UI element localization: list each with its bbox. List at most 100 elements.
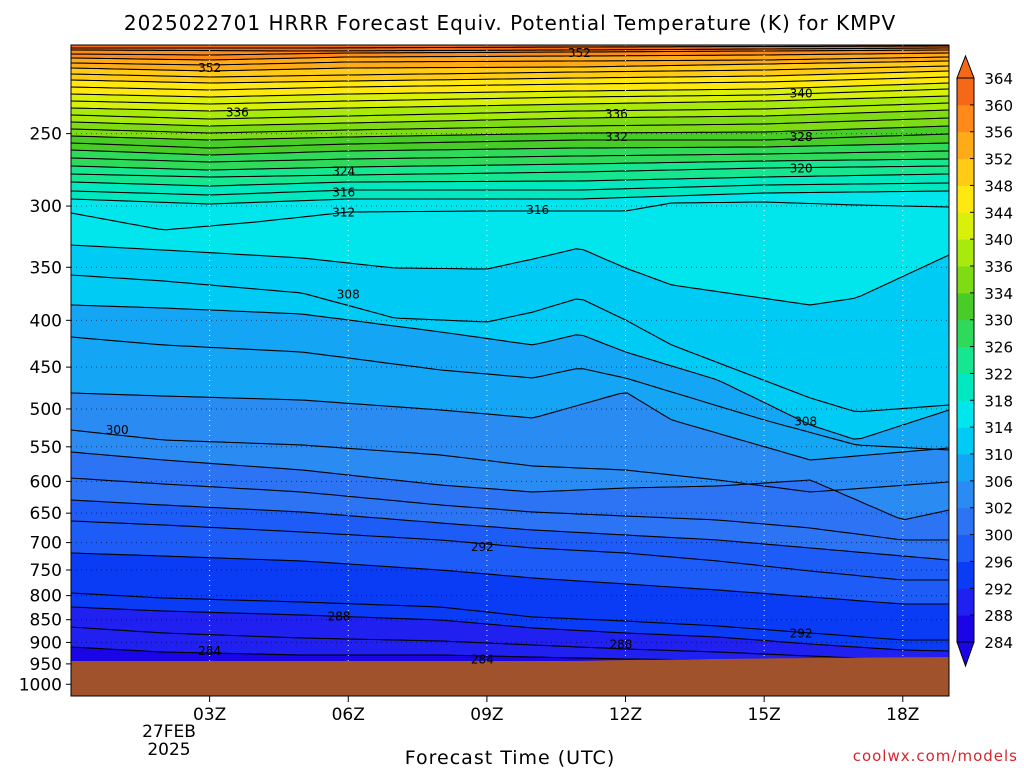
- contour-label: 300: [106, 423, 129, 437]
- y-tick-label: 250: [30, 125, 62, 145]
- colorbar-tick-label: 348: [984, 177, 1013, 195]
- y-tick-label: 500: [30, 400, 62, 420]
- contour-label: 324: [332, 164, 355, 178]
- isentrope-line: [71, 606, 949, 652]
- colorbar-labels: 284 288 292 296 300 302 306 310 314 318 322 326 330 3…: [970, 70, 1013, 652]
- contour-label: 316: [526, 203, 549, 217]
- colorbar-segment: [957, 292, 974, 321]
- isentrope-line: [71, 49, 949, 56]
- y-tick-label: 550: [30, 438, 62, 458]
- colorbar-segment: [957, 78, 974, 106]
- colorbar-tick-label: 356: [984, 124, 1013, 142]
- contour-label: 336: [226, 105, 249, 119]
- isentrope-line: [71, 592, 949, 641]
- colorbar-segment: [957, 454, 974, 482]
- colorbar-segment: [957, 427, 974, 455]
- x-tick-label: 06Z: [332, 705, 365, 725]
- contour-lines: [71, 45, 949, 662]
- contour-label: 292: [790, 626, 813, 640]
- colorbar-segment: [957, 212, 974, 240]
- y-tick-label: 900: [30, 633, 62, 653]
- y-tick-label: 1000: [19, 675, 62, 695]
- colorbar-tick-label: 284: [984, 634, 1013, 652]
- colorbar-tick-label: 336: [984, 258, 1013, 276]
- contour-label: 352: [198, 61, 221, 75]
- isentrope-line: [71, 173, 949, 187]
- isentrope-line: [71, 45, 949, 49]
- contour-label: 336: [605, 107, 628, 121]
- y-tick-label: 300: [30, 197, 62, 217]
- x-tick-label: 12Z: [609, 705, 642, 725]
- x-tick-label: 03Z: [193, 705, 226, 725]
- contour-label: 292: [471, 540, 494, 554]
- isentrope-line: [71, 244, 949, 306]
- isentrope-line: [71, 109, 949, 127]
- colorbar-tick-label: 292: [984, 580, 1013, 598]
- theta-e-color-bands: [71, 45, 949, 696]
- isentrope-line: [71, 95, 949, 112]
- colorbar-tick-label: 364: [984, 70, 1013, 88]
- y-tick-label: 450: [30, 358, 62, 378]
- y-tick-label: 950: [30, 655, 62, 675]
- colorbar-segment: [957, 158, 974, 186]
- isentrope-line: [71, 182, 949, 196]
- colorbar-segment: [957, 561, 974, 589]
- colorbar-segment: [957, 131, 974, 160]
- isentrope-line: [71, 201, 949, 231]
- colorbar-tick-label: 334: [984, 285, 1013, 303]
- y-tick-label: 800: [30, 587, 62, 607]
- contour-label: 288: [328, 609, 351, 623]
- y-tick-label: 750: [30, 561, 62, 581]
- isentrope-line: [71, 304, 949, 440]
- colorbar-segment: [957, 346, 974, 374]
- x-tick-label: 18Z: [886, 705, 919, 725]
- x-axis-time: 03Z 06Z 09Z 12Z 15Z 18Z: [193, 696, 919, 725]
- y-tick-label: 650: [30, 504, 62, 524]
- isentrope-line: [71, 133, 949, 149]
- contour-label: 308: [794, 414, 817, 428]
- colorbar-tick-label: 326: [984, 339, 1013, 357]
- isentrope-line: [71, 60, 949, 72]
- contour-label: 288: [609, 638, 632, 652]
- colorbar-segment: [957, 615, 974, 643]
- isentrope-line: [71, 336, 949, 451]
- colorbar-segment: [957, 400, 974, 428]
- isentrope-line: [71, 552, 949, 605]
- colorbar-tick-label: 330: [984, 312, 1013, 330]
- y-axis-pressure: 2503003504004505005506006507007508008509…: [19, 125, 71, 695]
- contour-label: 328: [790, 130, 813, 144]
- y-tick-label: 600: [30, 472, 62, 492]
- isentrope-line: [71, 165, 949, 178]
- colorbar-frame: [956, 77, 975, 643]
- colorbar-extend-max: [956, 54, 975, 79]
- isentrope-line: [71, 190, 949, 205]
- contour-label: 352: [568, 46, 591, 60]
- colorbar-tick-label: 288: [984, 607, 1013, 625]
- contour-label: 320: [790, 162, 813, 176]
- isentrope-line: [71, 65, 949, 78]
- isentrope-line: [71, 274, 949, 413]
- credit-text: coolwx.com/models: [853, 747, 1018, 765]
- colorbar-segment: [957, 319, 974, 348]
- isentrope-line: [71, 626, 949, 661]
- y-tick-label: 700: [30, 534, 62, 554]
- isentrope-line: [71, 52, 949, 61]
- colorbar-tick-label: 310: [984, 446, 1013, 464]
- colorbar-segment: [957, 266, 974, 294]
- isentrope-line: [71, 125, 949, 141]
- contour-label: 332: [605, 130, 628, 144]
- contour-label: 340: [790, 87, 813, 101]
- colorbar-tick-label: 322: [984, 365, 1013, 383]
- y-tick-label: 400: [30, 311, 62, 331]
- colorbar-tick-label: 296: [984, 553, 1013, 571]
- x-axis-title: Forecast Time (UTC): [405, 747, 615, 768]
- isentrope-line: [71, 451, 949, 521]
- isentrope-line: [71, 150, 949, 163]
- x-date-label-day: 27FEB: [142, 722, 196, 742]
- isentrope-line: [71, 142, 949, 156]
- colorbar-segment: [957, 534, 974, 562]
- colorbar-tick-label: 300: [984, 527, 1013, 545]
- vertical-gridlines: [209, 45, 904, 696]
- colorbar-tick-label: 314: [984, 419, 1013, 437]
